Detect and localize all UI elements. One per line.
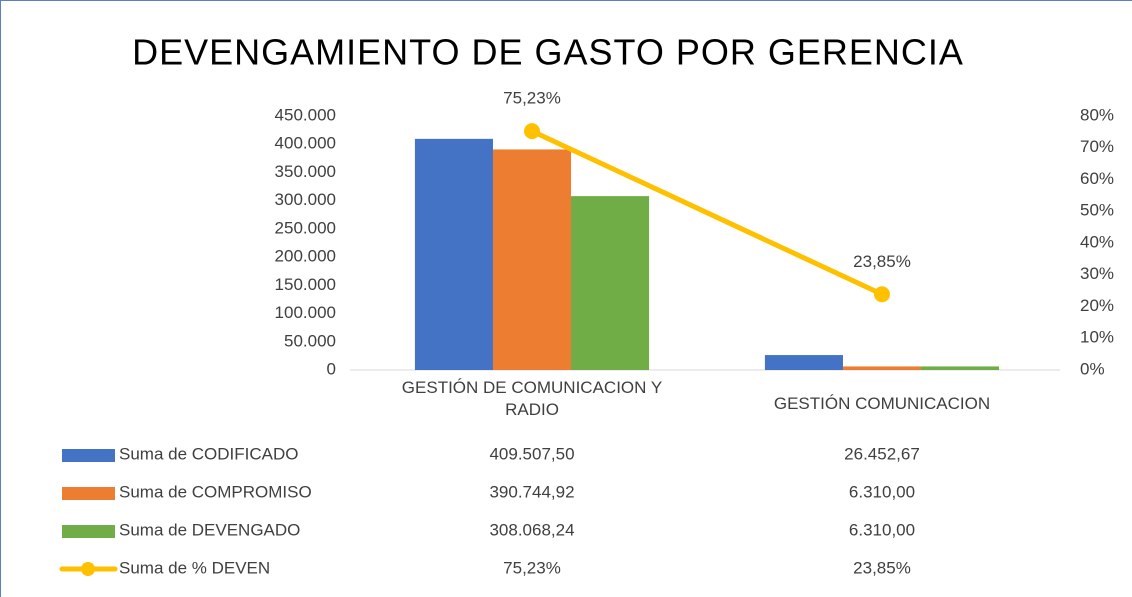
legend-label: Suma de % DEVEN — [119, 558, 270, 577]
line-marker — [874, 286, 890, 303]
legend-marker — [81, 562, 95, 576]
bar — [492, 149, 572, 370]
data-label: 23,85% — [853, 252, 911, 271]
bar — [414, 138, 493, 370]
line-marker — [524, 123, 540, 140]
y-tick-label: 0 — [327, 359, 336, 378]
line — [529, 128, 885, 297]
y2-tick-label: 0% — [1080, 359, 1105, 378]
x-tick-label: GESTIÓN COMUNICACION — [773, 394, 991, 413]
table-value: 26.452,67 — [844, 444, 920, 463]
y-tick-label: 200.000 — [275, 247, 336, 266]
y-tick-label: 450.000 — [275, 105, 336, 124]
table-value: 75,23% — [503, 558, 561, 577]
y2-tick-label: 20% — [1080, 296, 1114, 315]
table-value: 390.744,92 — [489, 482, 574, 501]
y2-tick-label: 60% — [1080, 169, 1114, 188]
chart-title: DEVENGAMIENTO DE GASTO POR GERENCIA — [132, 32, 964, 73]
y2-tick-label: 40% — [1080, 232, 1114, 251]
legend-swatch — [62, 525, 115, 538]
y-tick-label: 300.000 — [275, 190, 336, 209]
table-value: 6.310,00 — [849, 482, 915, 501]
y-tick-label: 50.000 — [284, 331, 336, 350]
bar — [571, 196, 650, 370]
legend-swatch — [62, 487, 115, 500]
table-value: 23,85% — [853, 558, 911, 577]
y2-tick-label: 70% — [1080, 137, 1114, 156]
y-tick-label: 100.000 — [275, 303, 336, 322]
data-label: 75,23% — [503, 89, 561, 108]
legend-label: Suma de COMPROMISO — [119, 482, 312, 501]
table-value: 6.310,00 — [849, 520, 915, 539]
y2-tick-label: 30% — [1080, 264, 1114, 283]
table-value: 409.507,50 — [489, 444, 574, 463]
y-tick-label: 400.000 — [275, 134, 336, 153]
legend-label: Suma de CODIFICADO — [119, 444, 299, 463]
x-tick-label: GESTIÓN DE COMUNICACION Y RADIO — [401, 378, 663, 419]
y2-tick-label: 80% — [1080, 105, 1114, 124]
y-tick-label: 150.000 — [275, 275, 336, 294]
y-tick-label: 250.000 — [275, 218, 336, 237]
table-value: 308.068,24 — [489, 520, 574, 539]
bar — [764, 355, 843, 370]
y2-tick-label: 10% — [1080, 328, 1114, 347]
bar — [842, 366, 922, 370]
legend-label: Suma de DEVENGADO — [119, 520, 300, 539]
y2-tick-label: 50% — [1080, 201, 1114, 220]
bar — [921, 366, 1000, 370]
y-tick-label: 350.000 — [275, 162, 336, 181]
legend-swatch — [62, 449, 115, 462]
